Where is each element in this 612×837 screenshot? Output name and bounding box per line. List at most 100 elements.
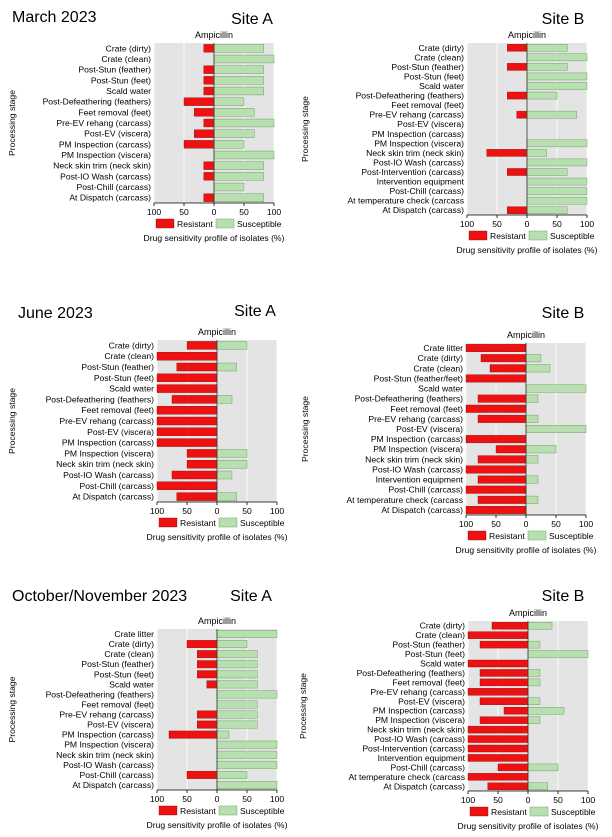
bar-resistant: [156, 352, 218, 361]
bar-susceptible: [213, 118, 275, 128]
bar-susceptible: [213, 129, 255, 138]
bar-resistant: [497, 763, 529, 772]
category-label: Crate (dirty): [109, 639, 154, 649]
bar-susceptible: [525, 364, 551, 373]
x-tick-label: 100: [580, 219, 595, 229]
bar-resistant: [156, 438, 218, 447]
bar-susceptible: [525, 445, 557, 454]
bar-susceptible: [216, 640, 248, 649]
legend-susceptible-swatch: [215, 218, 235, 229]
bar-susceptible: [213, 182, 245, 192]
bar-resistant: [477, 414, 527, 423]
legend-resistant-label: Resistant: [491, 807, 527, 817]
bar-susceptible: [213, 150, 275, 160]
category-label: At temperature check (carcass: [346, 495, 463, 505]
x-axis-title: Drug sensitivity profile of isolates (%): [457, 245, 598, 255]
bar-susceptible: [527, 697, 541, 705]
legend-susceptible-swatch: [218, 805, 238, 816]
category-label: Crate litter: [423, 343, 463, 353]
category-label: PM Inspection (carcass): [371, 434, 463, 444]
bar-susceptible: [525, 354, 542, 363]
category-label: At temperature check (carcass: [347, 196, 464, 206]
bar-susceptible: [526, 158, 588, 167]
legend-susceptible-swatch: [528, 230, 548, 241]
bar-susceptible: [527, 640, 541, 649]
category-label: At Dispatch (carcass): [72, 492, 154, 502]
bar-resistant: [465, 344, 527, 353]
x-axis-title: Drug sensitivity profile of isolates (%): [147, 820, 288, 830]
category-label: Post-Stun (feather): [391, 62, 464, 72]
drug-title: Ampicillin: [195, 30, 233, 40]
category-label: Post-Defeathering (feathers): [43, 97, 152, 107]
bar-resistant: [168, 730, 218, 739]
x-tick-label: 50: [239, 207, 249, 217]
category-label: Feet removal (feet): [81, 699, 154, 709]
x-tick-label: 100: [270, 794, 285, 804]
category-label: Scald water: [106, 86, 151, 96]
category-label: Post-EV (viscera): [87, 427, 154, 437]
category-label: Post-IO Wash (carcass): [374, 734, 465, 744]
category-label: PM Inspection (viscera): [64, 740, 154, 750]
drug-title: Ampicillin: [509, 608, 547, 618]
bar-resistant: [171, 395, 218, 404]
bar-susceptible: [526, 168, 568, 176]
legend-resistant-label: Resistant: [489, 531, 525, 541]
category-label: Intervention equipment: [378, 753, 466, 763]
category-label: Post-Stun (feet): [404, 71, 464, 81]
bar-resistant: [196, 660, 218, 669]
bar-resistant: [186, 640, 218, 649]
category-label: Post-Stun (feather): [81, 659, 154, 669]
legend-susceptible-label: Susceptible: [551, 807, 596, 817]
category-label: Feet removal (feet): [78, 107, 151, 117]
bar-resistant: [467, 688, 529, 696]
chart-panel: Site B Ampicillin Crate (dirty)Crate (clea…: [298, 588, 599, 831]
category-label: Neck skin trim (neck skin): [367, 725, 465, 735]
category-label: Crate (clean): [104, 351, 154, 361]
bar-susceptible: [216, 700, 258, 709]
bar-susceptible: [526, 110, 577, 119]
bar-resistant: [479, 669, 529, 677]
category-label: Post-Defeathering (feathers): [46, 394, 155, 404]
category-label: Post-Defeathering (feathers): [46, 689, 155, 699]
legend-susceptible-swatch: [527, 530, 547, 541]
x-tick-label: 0: [526, 795, 531, 805]
legend-susceptible-swatch: [218, 517, 238, 528]
bar-susceptible: [527, 678, 541, 687]
category-label: PM Inspection (carcass): [62, 730, 154, 740]
category-label: Post-EV (viscera): [396, 424, 463, 434]
category-label: Pre-EV rehang (carcass): [59, 710, 154, 720]
legend-susceptible-label: Susceptible: [550, 231, 595, 241]
legend-resistant-label: Resistant: [490, 231, 526, 241]
bar-resistant: [465, 485, 527, 494]
category-label: Crate (dirty): [109, 340, 154, 350]
x-tick-label: 50: [493, 795, 503, 805]
bar-susceptible: [526, 44, 568, 52]
category-label: Post-Chill (carcass): [390, 186, 465, 196]
bar-resistant: [203, 76, 215, 85]
category-label: Post-Stun (feather): [392, 640, 465, 650]
category-label: Post-Chill (carcass): [389, 485, 464, 495]
bar-susceptible: [213, 193, 264, 202]
legend-resistant-swatch: [469, 806, 489, 817]
x-tick-label: 0: [215, 794, 220, 804]
category-label: Neck skin trim (neck skin): [365, 454, 463, 464]
category-label: Neck skin trim (neck skin): [56, 459, 154, 469]
category-label: At Dispatch (carcass): [381, 505, 463, 515]
bar-susceptible: [216, 460, 248, 469]
bar-resistant: [176, 492, 218, 501]
bar-susceptible: [216, 690, 278, 699]
category-label: At Dispatch (carcass): [383, 781, 465, 791]
category-label: Intervention equipment: [376, 475, 464, 485]
chart-panel: Site B Ampicillin Crate (dirty)Crate (clea…: [300, 11, 598, 255]
bar-susceptible: [216, 730, 230, 739]
bar-susceptible: [213, 108, 255, 117]
bar-resistant: [486, 149, 528, 157]
period-title-march: March 2023: [12, 9, 97, 26]
bar-susceptible: [213, 44, 264, 53]
bar-resistant: [156, 373, 218, 382]
chart-panel: Site A Ampicillin Crate (dirty)Crate (clea…: [7, 303, 288, 542]
bar-resistant: [206, 680, 218, 689]
